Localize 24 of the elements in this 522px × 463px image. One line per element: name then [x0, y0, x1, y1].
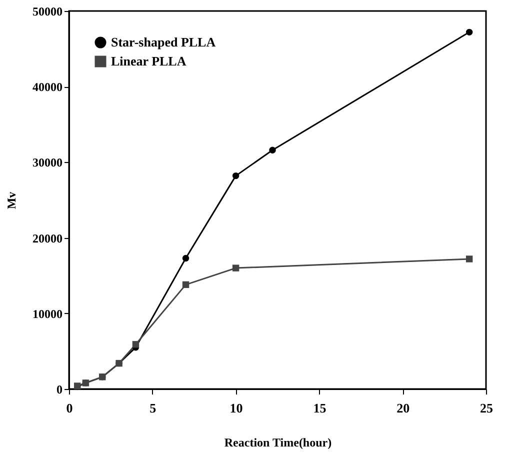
x-tick-label: 25 [480, 400, 494, 416]
legend-label: Linear PLLA [111, 54, 187, 68]
y-tick-label: 10000 [32, 306, 62, 321]
y-tick-label: 40000 [32, 80, 62, 94]
x-tick-label: 15 [313, 400, 327, 416]
point [232, 264, 240, 272]
legend-label: Star-shaped PLLA [111, 34, 216, 50]
point [232, 172, 240, 180]
point [132, 341, 140, 348]
x-tick-label: 10 [230, 400, 243, 416]
y-tick-label: 20000 [32, 231, 62, 246]
point [182, 254, 190, 262]
x-tick-label: 20 [396, 400, 410, 416]
y-tick-label: 0 [56, 382, 62, 396]
point [466, 256, 473, 262]
y-axis-title: Mv [4, 192, 18, 210]
x-tick-label: 0 [66, 400, 73, 416]
x-axis-title: Reaction Time(hour) [224, 436, 332, 450]
y-tick-label: 50000 [32, 4, 62, 18]
point [269, 146, 276, 154]
x-tick-label: 5 [150, 400, 157, 416]
y-tick-label: 30000 [32, 156, 62, 170]
point [182, 281, 190, 288]
point [466, 28, 473, 36]
